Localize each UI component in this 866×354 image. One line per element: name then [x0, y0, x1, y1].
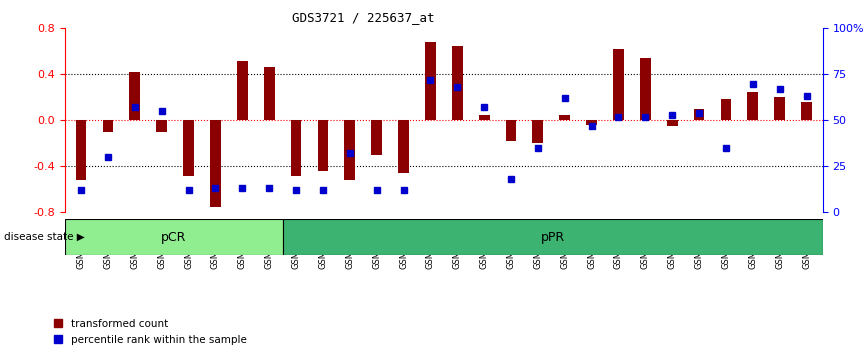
Bar: [747, 92, 759, 120]
Bar: [452, 46, 462, 120]
Bar: [613, 49, 624, 120]
Text: disease state ▶: disease state ▶: [4, 232, 85, 242]
Bar: [586, 120, 597, 125]
Bar: [533, 120, 543, 143]
Bar: [75, 120, 87, 180]
Bar: [210, 120, 221, 207]
Text: pCR: pCR: [161, 231, 186, 244]
Bar: [801, 102, 812, 120]
Bar: [372, 120, 382, 155]
Text: pPR: pPR: [540, 231, 565, 244]
Bar: [479, 115, 489, 120]
Bar: [282, 219, 823, 255]
Bar: [156, 120, 167, 132]
Text: GDS3721 / 225637_at: GDS3721 / 225637_at: [293, 11, 435, 24]
Legend: transformed count, percentile rank within the sample: transformed count, percentile rank withi…: [48, 315, 251, 349]
Bar: [774, 97, 785, 120]
Bar: [102, 120, 113, 132]
Bar: [398, 120, 409, 173]
Bar: [640, 58, 650, 120]
Bar: [291, 120, 301, 176]
Bar: [425, 42, 436, 120]
Bar: [506, 120, 516, 141]
Bar: [129, 72, 140, 120]
Bar: [237, 61, 248, 120]
Bar: [318, 120, 328, 171]
Bar: [721, 98, 732, 120]
Bar: [694, 109, 704, 120]
Bar: [65, 219, 282, 255]
Bar: [559, 115, 570, 120]
Bar: [345, 120, 355, 180]
Bar: [667, 120, 677, 126]
Bar: [184, 120, 194, 176]
Bar: [264, 67, 275, 120]
